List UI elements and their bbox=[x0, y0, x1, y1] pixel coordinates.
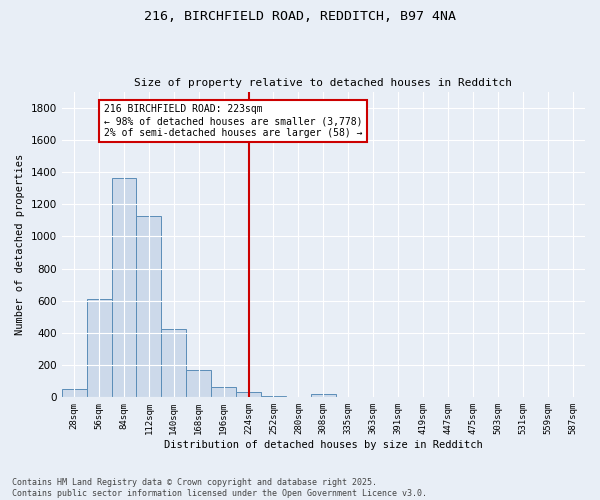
X-axis label: Distribution of detached houses by size in Redditch: Distribution of detached houses by size … bbox=[164, 440, 483, 450]
Bar bbox=[112, 178, 136, 398]
Title: Size of property relative to detached houses in Redditch: Size of property relative to detached ho… bbox=[134, 78, 512, 88]
Text: 216 BIRCHFIELD ROAD: 223sqm
← 98% of detached houses are smaller (3,778)
2% of s: 216 BIRCHFIELD ROAD: 223sqm ← 98% of det… bbox=[104, 104, 362, 138]
Y-axis label: Number of detached properties: Number of detached properties bbox=[15, 154, 25, 335]
Text: 216, BIRCHFIELD ROAD, REDDITCH, B97 4NA: 216, BIRCHFIELD ROAD, REDDITCH, B97 4NA bbox=[144, 10, 456, 23]
Bar bbox=[236, 392, 261, 398]
Bar bbox=[211, 387, 236, 398]
Bar bbox=[261, 396, 286, 398]
Bar bbox=[86, 300, 112, 398]
Bar bbox=[136, 216, 161, 398]
Bar bbox=[161, 329, 186, 398]
Bar bbox=[186, 370, 211, 398]
Bar bbox=[311, 394, 336, 398]
Text: Contains HM Land Registry data © Crown copyright and database right 2025.
Contai: Contains HM Land Registry data © Crown c… bbox=[12, 478, 427, 498]
Bar bbox=[62, 390, 86, 398]
